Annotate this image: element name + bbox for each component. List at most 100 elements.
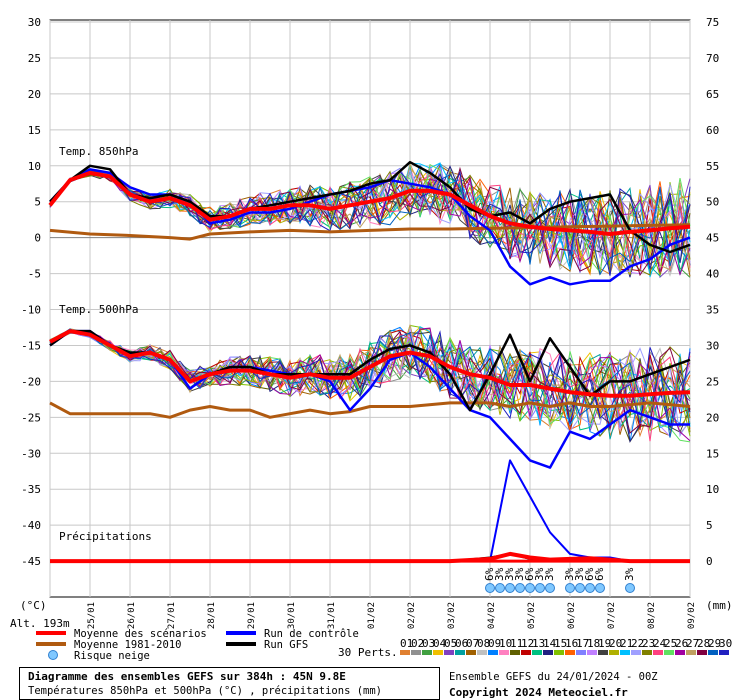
right-tick-label: 50 bbox=[706, 196, 719, 209]
right-tick-label: 60 bbox=[706, 124, 719, 137]
perturbation-id: 16 bbox=[565, 637, 578, 650]
snowflake-icon bbox=[495, 583, 505, 593]
perturbation-id: 14 bbox=[543, 637, 557, 650]
left-tick-label: 25 bbox=[28, 52, 41, 65]
section-label-t850: Temp. 850hPa bbox=[59, 145, 138, 158]
perturbation-id: 17 bbox=[576, 637, 589, 650]
perturbation-swatch bbox=[664, 650, 674, 655]
snowflake-icon bbox=[505, 583, 515, 593]
snow-risk-percent: 3% bbox=[563, 567, 576, 581]
perturbation-line-t850 bbox=[49, 170, 691, 276]
perturbation-swatch bbox=[576, 650, 586, 655]
legend-label: Risque neige bbox=[74, 650, 150, 662]
altitude-label: Alt. 193m bbox=[10, 617, 70, 630]
perturbation-swatch bbox=[675, 650, 685, 655]
perturbation-key: 0102030405060708091011121314151617181920… bbox=[400, 637, 732, 655]
perturbation-swatch bbox=[598, 650, 608, 655]
x-tick-label: 01/02 bbox=[367, 602, 377, 629]
legend-label: Moyenne des scénarios bbox=[74, 628, 207, 640]
right-unit-label: (mm) bbox=[706, 599, 733, 612]
snowflake-icon bbox=[525, 583, 535, 593]
footer-title: Diagramme des ensembles GEFS sur 384h : … bbox=[28, 670, 346, 683]
perturbation-id: 26 bbox=[675, 637, 688, 650]
perturbation-swatch bbox=[477, 650, 487, 655]
perturbation-id: 23 bbox=[642, 637, 655, 650]
perturbation-swatch bbox=[554, 650, 564, 655]
right-tick-label: 35 bbox=[706, 304, 719, 317]
snow-risk-percent: 3% bbox=[513, 567, 526, 581]
left-tick-label: 5 bbox=[34, 196, 41, 209]
right-tick-label: 30 bbox=[706, 339, 719, 352]
series-t850 bbox=[49, 168, 691, 286]
perturbation-swatch bbox=[488, 650, 498, 655]
section-label-precip: Précipitations bbox=[59, 530, 152, 543]
perturbation-id: 22 bbox=[631, 637, 644, 650]
perturbation-swatch bbox=[433, 650, 443, 655]
perturbation-id: 20 bbox=[609, 637, 622, 650]
right-tick-label: 70 bbox=[706, 52, 719, 65]
snow-risk-percent: 3% bbox=[503, 567, 516, 581]
perturbation-swatch bbox=[642, 650, 652, 655]
perturbation-swatch bbox=[543, 650, 553, 655]
snow-risk-percent: 6% bbox=[593, 567, 606, 581]
perturbation-id: 09 bbox=[488, 637, 501, 650]
perturbation-swatch bbox=[400, 650, 410, 655]
perturbations-label: 30 Perts. bbox=[338, 646, 398, 659]
perturbation-swatch bbox=[521, 650, 531, 655]
perturbation-swatch bbox=[631, 650, 641, 655]
series-t850 bbox=[48, 170, 691, 236]
perturbation-id: 18 bbox=[587, 637, 600, 650]
left-tick-label: 20 bbox=[28, 88, 41, 101]
perturbation-swatch bbox=[708, 650, 718, 655]
right-tick-label: 25 bbox=[706, 375, 719, 388]
series-t850 bbox=[49, 223, 691, 241]
left-tick-label: 10 bbox=[28, 160, 41, 173]
perturbation-id: 03 bbox=[422, 637, 435, 650]
left-tick-label: 15 bbox=[28, 124, 41, 137]
snow-risk-row: 6%3%3%3%6%3%3% 3%3%6%6% 3% bbox=[483, 567, 636, 593]
snowflake-icon bbox=[585, 583, 595, 593]
grid bbox=[49, 19, 691, 598]
perturbation-id: 07 bbox=[466, 637, 479, 650]
perturbation-id: 11 bbox=[510, 637, 523, 650]
footer-subtitle: Températures 850hPa et 500hPa (°C) , pré… bbox=[28, 685, 383, 697]
x-tick-label: 25/01 bbox=[87, 602, 97, 629]
perturbation-swatch bbox=[422, 650, 432, 655]
left-unit-label: (°C) bbox=[20, 599, 47, 612]
right-tick-label: 65 bbox=[706, 88, 719, 101]
perturbation-swatch bbox=[411, 650, 421, 655]
left-tick-label: -30 bbox=[21, 447, 41, 460]
right-tick-label: 15 bbox=[706, 447, 719, 460]
legend-swatch bbox=[226, 631, 256, 635]
snowflake-icon bbox=[545, 583, 555, 593]
legend-label: Moyenne 1981-2010 bbox=[74, 639, 181, 651]
x-tick-label: 28/01 bbox=[207, 602, 217, 629]
perturbation-id: 10 bbox=[499, 637, 512, 650]
right-tick-label: 40 bbox=[706, 268, 719, 281]
legend-swatch bbox=[36, 642, 66, 646]
right-tick-label: 0 bbox=[706, 555, 713, 568]
snowflake-icon bbox=[485, 583, 495, 593]
x-tick-label: 05/02 bbox=[527, 602, 537, 629]
perturbation-id: 04 bbox=[433, 637, 447, 650]
right-tick-label: 45 bbox=[706, 232, 719, 245]
x-tick-label: 09/02 bbox=[687, 602, 697, 629]
perturbation-swatch bbox=[510, 650, 520, 655]
perturbation-line-t850 bbox=[49, 169, 691, 276]
right-tick-label: 75 bbox=[706, 16, 719, 29]
x-tick-label: 07/02 bbox=[607, 602, 617, 629]
left-tick-label: -10 bbox=[21, 304, 41, 317]
left-tick-label: 30 bbox=[28, 16, 41, 29]
snow-risk-percent: 6% bbox=[583, 567, 596, 581]
snow-risk-percent: 6% bbox=[483, 567, 496, 581]
x-tick-label: 06/02 bbox=[567, 602, 577, 629]
perturbation-swatch bbox=[499, 650, 509, 655]
left-tick-label: -15 bbox=[21, 339, 41, 352]
snow-risk-percent: 3% bbox=[533, 567, 546, 581]
run-info: Ensemble GEFS du 24/01/2024 - 00Z bbox=[449, 671, 658, 683]
perturbation-id: 28 bbox=[697, 637, 710, 650]
perturbation-id: 01 bbox=[400, 637, 413, 650]
series-t850 bbox=[49, 160, 691, 254]
snowflake-icon bbox=[515, 583, 525, 593]
